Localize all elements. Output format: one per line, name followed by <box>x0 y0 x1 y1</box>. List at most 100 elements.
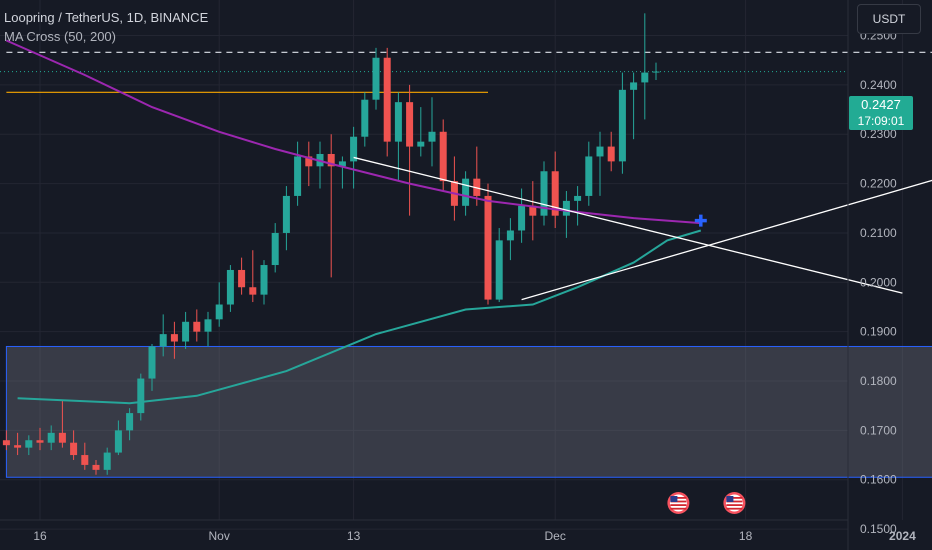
flag-stripe <box>726 500 743 503</box>
flag-stripe <box>726 507 743 510</box>
price-tick-label: 0.1600 <box>860 473 897 487</box>
candle-body <box>249 287 257 295</box>
price-tick-label: 0.1900 <box>860 325 897 339</box>
price-tick-label: 0.1700 <box>860 423 897 437</box>
trendlines[interactable] <box>353 156 932 301</box>
candle-body <box>215 304 223 320</box>
candle-body <box>260 265 268 295</box>
demand-zone-rect <box>5 345 932 478</box>
candle-body <box>204 319 212 332</box>
time-tick-label: Nov <box>209 529 230 543</box>
demand-zone[interactable] <box>5 345 932 478</box>
candle-body <box>282 195 290 233</box>
event-markers[interactable] <box>667 492 746 514</box>
bar-countdown: 17:09:01 <box>857 114 905 128</box>
candle-body <box>630 82 638 90</box>
flag-stripe <box>670 504 687 506</box>
flag-stripe <box>670 500 687 503</box>
us-flag-event-icon[interactable] <box>723 492 746 514</box>
candle-body <box>327 153 335 167</box>
candle-body <box>92 464 100 470</box>
candle-body <box>361 99 369 137</box>
candle-body <box>417 141 425 147</box>
candle-body <box>305 156 313 167</box>
last-price-tag: 0.2427 17:09:01 <box>849 96 913 130</box>
candle-body <box>36 440 44 443</box>
horizontal-levels[interactable] <box>0 51 932 93</box>
candlestick-series <box>2 13 660 475</box>
candle-body <box>652 71 660 73</box>
price-tick-label: 0.1500 <box>860 522 897 536</box>
candle-body <box>529 205 537 216</box>
time-tick-label: 2024 <box>889 529 916 543</box>
candle-body <box>103 452 111 470</box>
currency-button[interactable]: USDT <box>857 4 921 34</box>
symbol-title: Loopring / TetherUS, 1D, BINANCE <box>4 10 209 25</box>
candle-body <box>193 321 201 332</box>
flag-stripe <box>726 504 743 506</box>
price-tick-label: 0.1800 <box>860 374 897 388</box>
candle-body <box>114 430 122 453</box>
candle-body <box>439 131 447 182</box>
candle-body <box>294 156 302 196</box>
flag-stripe <box>670 497 687 499</box>
candle-body <box>495 240 503 300</box>
time-tick-label: Dec <box>545 529 566 543</box>
price-tick-label: 0.2400 <box>860 78 897 92</box>
price-axis[interactable]: 0.25000.24000.23000.22000.21000.20000.19… <box>847 0 897 550</box>
candle-body <box>226 269 234 305</box>
candle-body <box>428 131 436 142</box>
trendline <box>521 179 932 301</box>
trendline <box>353 156 903 294</box>
grid-lines <box>0 0 903 530</box>
candle-body <box>126 413 134 431</box>
candle-body <box>271 232 279 266</box>
candle-body <box>2 440 10 446</box>
flag-stripe <box>670 507 687 510</box>
candle-body <box>551 171 559 216</box>
candle-body <box>58 432 66 443</box>
price-tick-label: 0.2100 <box>860 226 897 240</box>
candle-body <box>383 57 391 142</box>
candle-body <box>596 146 604 157</box>
candle-body <box>70 442 78 456</box>
flag-stripe <box>726 497 743 499</box>
ma-cross-marker <box>694 214 707 227</box>
flag-canton <box>670 496 678 502</box>
time-tick-label: 18 <box>739 529 753 543</box>
time-tick-label: 13 <box>347 529 361 543</box>
price-tick-label: 0.2200 <box>860 177 897 191</box>
candle-body <box>47 432 55 443</box>
candle-body <box>25 440 33 448</box>
candle-body <box>238 269 246 288</box>
candle-body <box>406 102 414 147</box>
moving-averages <box>5 39 707 405</box>
candle-body <box>372 57 380 100</box>
candle-body <box>14 445 22 448</box>
us-flag-event-icon[interactable] <box>667 492 690 514</box>
candle-body <box>518 205 526 231</box>
candle-body <box>148 346 156 379</box>
candle-body <box>607 146 615 162</box>
ma200-line <box>5 39 701 225</box>
time-tick-label: 16 <box>33 529 47 543</box>
candle-body <box>350 136 358 162</box>
candle-body <box>159 334 167 347</box>
indicator-label: MA Cross (50, 200) <box>4 29 116 44</box>
candle-body <box>462 178 470 206</box>
candle-body <box>484 195 492 300</box>
price-tick-label: 0.2000 <box>860 275 897 289</box>
candle-body <box>562 200 570 216</box>
candle-body <box>137 378 145 414</box>
candle-body <box>338 161 346 167</box>
flag-canton <box>726 496 734 502</box>
chart-legend: Loopring / TetherUS, 1D, BINANCE MA Cros… <box>4 8 208 46</box>
candle-body <box>574 195 582 201</box>
price-tick-label: 0.2300 <box>860 127 897 141</box>
time-axis[interactable]: 16Nov13Dec1820241 <box>0 519 932 543</box>
candle-body <box>394 102 402 142</box>
candle-body <box>170 334 178 342</box>
candle-body <box>618 89 626 162</box>
last-price-value: 0.2427 <box>861 97 901 112</box>
